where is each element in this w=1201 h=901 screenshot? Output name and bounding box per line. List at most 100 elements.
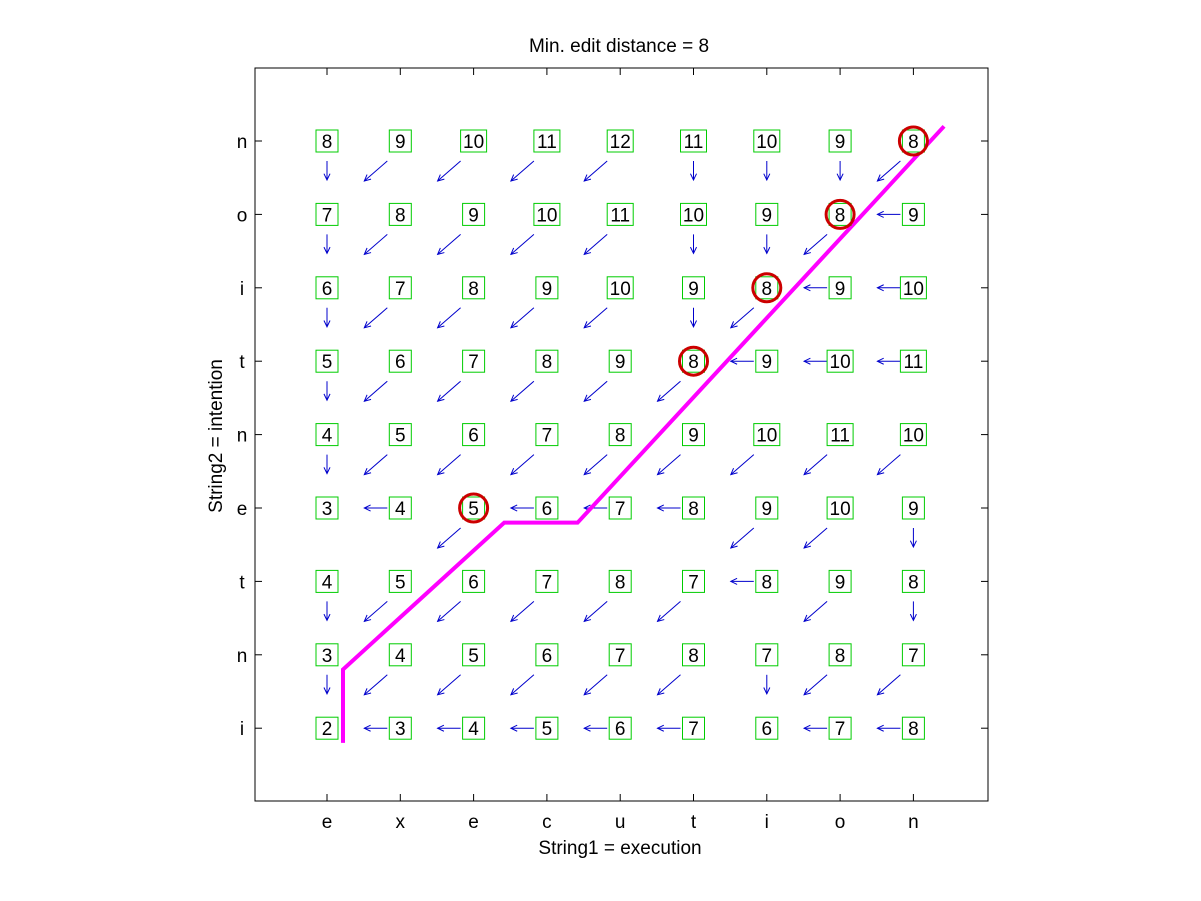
cell-value: 3 [322,499,333,520]
matrix-cell: 10 [680,202,707,226]
matrix-cell: 8 [462,276,486,300]
matrix-cell: 9 [462,202,486,226]
arrow-diagonal-icon [363,234,388,256]
matrix-cell: 10 [826,496,854,520]
chart-title: Min. edit distance = 8 [529,36,709,57]
arrow-down-icon [323,307,331,328]
x-tick-label: x [396,812,406,833]
matrix-cell: 5 [535,716,559,740]
x-tick-label: n [908,812,919,833]
path-circles [458,125,929,524]
cell-value: 7 [688,719,699,740]
arrow-diagonal-icon [583,380,608,402]
arrow-diagonal-icon [583,601,608,623]
cell-value: 10 [830,352,851,373]
matrix-cell: 5 [462,643,486,667]
cell-value: 7 [835,719,846,740]
path-circle [751,272,783,304]
cell-value: 8 [468,279,479,300]
arrow-left-icon [656,724,681,732]
cell-value: 7 [395,279,406,300]
x-tick-label: e [322,812,333,833]
matrix-cell: 8 [901,569,925,593]
arrow-left-icon [802,357,828,365]
x-tick-label: e [468,812,479,833]
cell-value: 7 [688,572,699,593]
cell-value: 7 [542,572,553,593]
cell-value: 9 [835,132,846,153]
cell-value: 5 [542,719,553,740]
arrow-diagonal-icon [363,160,388,182]
y-tick-label: e [237,499,248,520]
cell-value: 10 [536,205,557,226]
matrix-cell: 4 [388,496,412,520]
cell-value: 9 [762,205,773,226]
matrix-cell: 10 [460,129,488,153]
cell-value: 10 [683,205,704,226]
matrix-cell: 7 [535,423,559,447]
cell-value: 11 [537,132,557,153]
cell-value: 11 [684,132,704,153]
matrix-cell: 6 [535,643,559,667]
matrix-cell: 6 [315,276,339,300]
arrow-left-icon [802,284,828,292]
arrow-left-icon [436,724,461,732]
matrix-cell: 9 [755,202,779,226]
arrow-diagonal-icon [436,454,461,476]
y-tick-label: n [237,426,248,447]
arrow-down-icon [909,601,917,622]
matrix-cell: 10 [899,423,927,447]
arrow-diagonal-icon [510,307,535,329]
arrow-down-icon [763,234,771,255]
cell-value: 6 [322,279,333,300]
arrow-diagonal-icon [583,674,608,696]
arrow-diagonal-icon [436,160,461,182]
arrow-diagonal-icon [876,160,901,182]
arrow-diagonal-icon [876,674,901,696]
cell-value: 3 [322,646,333,667]
cell-value: 9 [908,499,919,520]
cell-value: 4 [395,499,406,520]
x-tick-label: u [615,812,626,833]
x-tick-label: c [542,812,552,833]
matrix-cell: 9 [828,129,852,153]
matrix-cell: 5 [388,569,412,593]
matrix-cell: 8 [608,423,632,447]
matrix-cell: 8 [828,643,852,667]
arrow-diagonal-icon [363,454,388,476]
matrix-cell: 5 [315,349,339,373]
arrow-diagonal-icon [436,234,461,256]
matrix-cell: 3 [388,716,412,740]
cell-value: 7 [908,646,919,667]
cell-value: 7 [615,499,626,520]
cell-value: 8 [762,279,773,300]
arrow-diagonal-icon [803,234,828,256]
matrix-cell: 7 [682,716,705,740]
matrix-cell: 4 [315,423,339,447]
cell-value: 11 [610,205,630,226]
matrix-cell: 8 [682,643,705,667]
cell-value: 10 [830,499,851,520]
cell-value: 10 [756,426,777,447]
arrow-down-icon [323,234,331,255]
arrow-diagonal-icon [436,307,461,329]
cell-value: 9 [688,279,699,300]
cell-value: 11 [830,426,850,447]
matrix-cell: 9 [828,569,852,593]
matrix-cell: 8 [755,569,779,593]
x-tick-label: o [835,812,846,833]
cell-value: 8 [908,572,919,593]
cell-value: 10 [463,132,484,153]
arrow-diagonal-icon [510,601,535,623]
matrix-cell: 8 [901,129,925,153]
arrow-diagonal-icon [436,601,461,623]
arrow-diagonal-icon [363,307,388,329]
cell-value: 7 [615,646,626,667]
cell-value: 5 [468,499,479,520]
arrow-diagonal-icon [363,601,388,623]
arrow-diagonal-icon [510,454,535,476]
arrow-diagonal-icon [583,160,608,182]
arrow-down-icon [763,674,771,695]
arrow-diagonal-icon [803,527,828,549]
y-tick-label: t [239,352,245,373]
